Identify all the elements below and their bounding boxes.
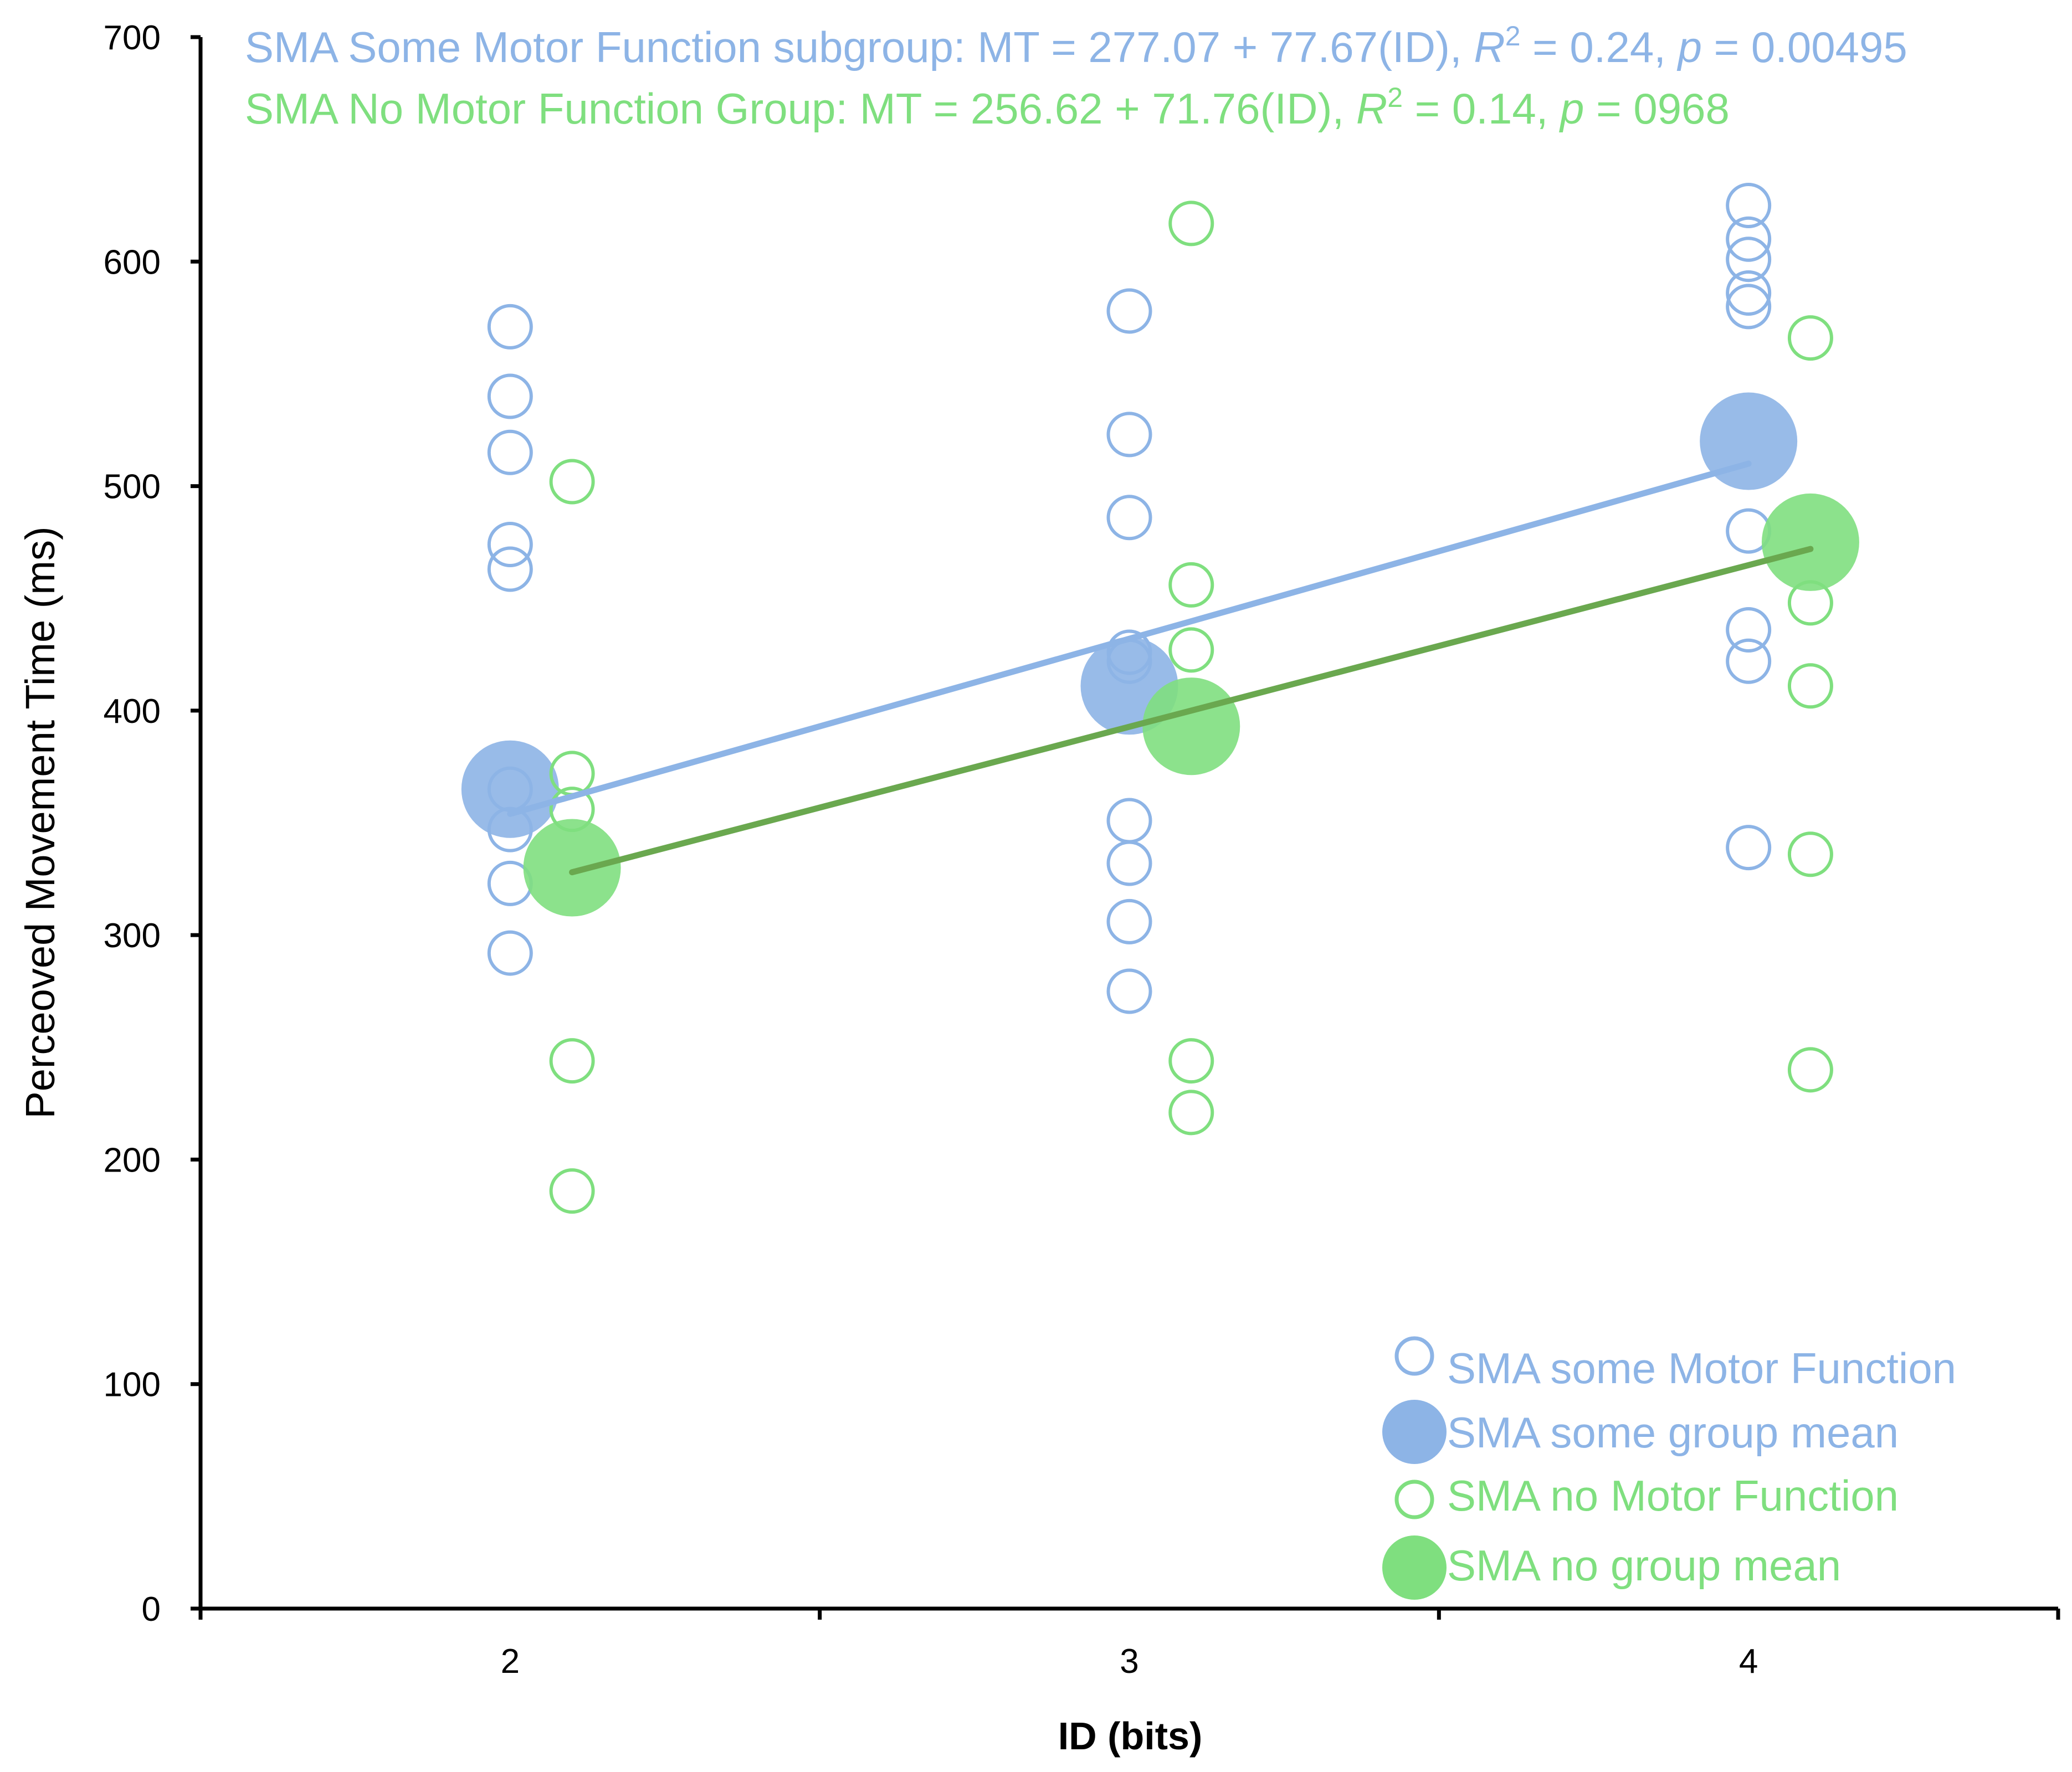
some-participant-point xyxy=(1726,237,1772,283)
y-tick-label: 400 xyxy=(104,692,161,731)
legend-marker-no-mean xyxy=(1382,1535,1447,1600)
legend: SMA some Motor Function SMA some group m… xyxy=(1382,1336,1956,1600)
some-group-mean-point xyxy=(461,740,559,838)
some-participant-point xyxy=(1726,638,1772,684)
x-tick-label: 2 xyxy=(501,1642,520,1681)
some-participant-point xyxy=(1726,270,1772,316)
y-tick-label: 300 xyxy=(104,917,161,955)
some-participant-point xyxy=(487,930,533,976)
equations: SMA Some Motor Function subgroup: MT = 2… xyxy=(245,20,1907,133)
data-points xyxy=(461,182,1859,1214)
some-participant-point xyxy=(487,546,533,592)
no-group-mean-point xyxy=(1761,493,1859,591)
no-group-mean-point xyxy=(1142,677,1240,775)
some-participant-point xyxy=(1726,607,1772,653)
some-participant-point xyxy=(1726,216,1772,262)
some-participant-point xyxy=(1106,412,1152,458)
some-participant-point xyxy=(487,429,533,475)
legend-label-no-mean: SMA no group mean xyxy=(1447,1541,1841,1590)
some-participant-point xyxy=(1726,182,1772,228)
y-tick-label: 600 xyxy=(104,243,161,281)
some-participant-point xyxy=(487,373,533,419)
legend-label-some-open: SMA some Motor Function xyxy=(1447,1344,1956,1393)
no-participant-point xyxy=(1787,831,1833,877)
legend-marker-no-open xyxy=(1394,1480,1434,1519)
no-participant-point xyxy=(1787,1047,1833,1093)
no-participant-point xyxy=(1168,1090,1214,1136)
some-equation: SMA Some Motor Function subgroup: MT = 2… xyxy=(245,20,1907,71)
x-axis-title: ID (bits) xyxy=(1058,1714,1203,1758)
some-participant-point xyxy=(1106,288,1152,334)
no-participant-point xyxy=(549,459,595,505)
some-participant-point xyxy=(1106,495,1152,541)
y-tick-label: 0 xyxy=(142,1590,161,1629)
y-tick-label: 500 xyxy=(104,468,161,506)
no-group-mean-point xyxy=(523,819,621,917)
no-participant-point xyxy=(1168,562,1214,608)
no-participant-point xyxy=(1168,627,1214,673)
no-participant-point xyxy=(549,1168,595,1214)
some-regression-line xyxy=(507,460,1752,817)
y-tick-label: 200 xyxy=(104,1141,161,1179)
no-regression-line xyxy=(569,546,1814,876)
x-tick-label: 3 xyxy=(1120,1642,1138,1681)
legend-marker-some-mean xyxy=(1382,1400,1447,1464)
no-participant-point xyxy=(549,1038,595,1084)
some-participant-point xyxy=(1106,898,1152,944)
legend-marker-some-open xyxy=(1394,1336,1434,1376)
some-participant-point xyxy=(487,304,533,350)
some-participant-point xyxy=(1106,968,1152,1014)
some-participant-point xyxy=(1106,798,1152,844)
some-participant-point xyxy=(1726,284,1772,330)
no-participant-point xyxy=(1168,201,1214,246)
y-tick-label: 700 xyxy=(104,19,161,57)
fit-lines xyxy=(507,460,1814,876)
some-group-mean-point xyxy=(1700,392,1798,490)
some-participant-point xyxy=(1726,825,1772,871)
no-participant-point xyxy=(1787,663,1833,709)
x-tick-label: 4 xyxy=(1739,1642,1758,1681)
ticks: 0 100 200 300 400 500 600 700 2 3 4 xyxy=(104,19,2060,1681)
legend-label-some-mean: SMA some group mean xyxy=(1447,1408,1899,1457)
no-participant-point xyxy=(1787,315,1833,361)
some-participant-point xyxy=(1106,840,1152,886)
y-tick-label: 100 xyxy=(104,1366,161,1404)
legend-label-no-open: SMA no Motor Function xyxy=(1447,1471,1899,1520)
no-equation: SMA No Motor Function Group: MT = 256.62… xyxy=(245,82,1730,133)
y-axis-title: Perceoved Movement Time (ms) xyxy=(17,526,63,1118)
some-participant-point xyxy=(487,521,533,567)
axes xyxy=(198,37,2058,1611)
no-participant-point xyxy=(1168,1038,1214,1084)
